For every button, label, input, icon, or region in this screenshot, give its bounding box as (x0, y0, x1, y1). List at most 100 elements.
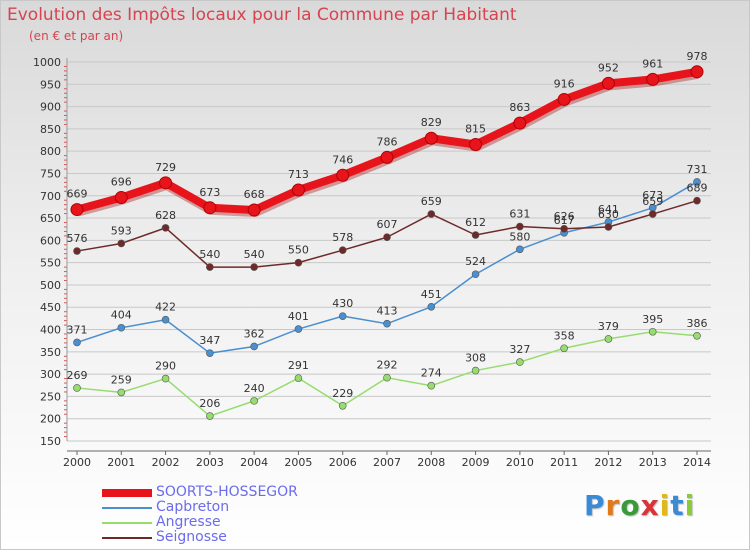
y-tick-label: 200 (40, 413, 61, 426)
data-point-capbreton (383, 319, 391, 328)
y-tick-label: 800 (40, 145, 61, 158)
x-tick-label: 2005 (284, 456, 312, 469)
data-label-seignosse: 540 (199, 248, 220, 261)
data-point-capbreton (471, 270, 480, 279)
data-label-angresse: 229 (332, 387, 353, 400)
data-label-capbreton: 401 (288, 310, 309, 323)
data-label-seignosse: 630 (598, 208, 619, 221)
x-tick-label: 2006 (329, 456, 357, 469)
data-label-seignosse: 659 (421, 195, 442, 208)
data-label-angresse: 379 (598, 320, 619, 333)
data-label-capbreton: 617 (554, 214, 575, 227)
data-label-seignosse: 626 (554, 210, 575, 223)
data-label-capbreton: 641 (598, 203, 619, 216)
data-label-seignosse: 628 (155, 209, 176, 222)
x-tick-label: 2002 (152, 456, 180, 469)
y-tick-label: 150 (40, 435, 61, 448)
data-label-soorts-hossegor: 668 (244, 188, 265, 201)
y-tick-label: 650 (40, 212, 61, 225)
x-tick-label: 2013 (639, 456, 667, 469)
data-label-angresse: 259 (111, 373, 132, 386)
x-tick-label: 2001 (107, 456, 135, 469)
y-tick-label: 900 (40, 101, 61, 114)
y-tick-label: 1000 (33, 56, 61, 69)
data-label-seignosse: 612 (465, 216, 486, 229)
data-point-soorts-hossegor (336, 168, 350, 182)
data-point-capbreton (516, 245, 524, 254)
y-tick-label: 950 (40, 78, 61, 91)
data-point-soorts-hossegor (247, 203, 261, 217)
data-label-soorts-hossegor: 696 (111, 176, 132, 189)
data-point-angresse (648, 327, 657, 336)
data-label-seignosse: 631 (509, 208, 530, 221)
data-point-seignosse (161, 224, 170, 232)
chart-subtitle: (en € et par an) (29, 29, 124, 43)
data-label-angresse: 358 (554, 329, 575, 342)
y-tick-label: 450 (40, 301, 61, 314)
data-point-capbreton (427, 302, 436, 311)
data-label-seignosse: 593 (111, 224, 132, 237)
x-tick-label: 2003 (196, 456, 224, 469)
data-label-soorts-hossegor: 961 (642, 57, 663, 70)
data-point-seignosse (338, 246, 347, 254)
data-label-seignosse: 689 (687, 182, 708, 195)
data-point-soorts-hossegor (159, 176, 173, 190)
data-point-seignosse (73, 247, 81, 255)
data-label-angresse: 395 (642, 313, 663, 326)
x-tick-label: 2008 (417, 456, 445, 469)
legend-label-angresse: Angresse (156, 514, 221, 530)
y-tick-label: 700 (40, 190, 61, 203)
data-label-soorts-hossegor: 786 (377, 135, 398, 148)
data-point-angresse (73, 384, 81, 392)
data-point-angresse (338, 401, 347, 410)
data-point-capbreton (206, 349, 214, 357)
data-label-angresse: 240 (244, 382, 265, 395)
data-point-angresse (250, 397, 258, 405)
data-point-soorts-hossegor (557, 92, 571, 106)
data-point-soorts-hossegor (424, 131, 438, 145)
x-tick-label: 2014 (683, 456, 711, 469)
x-tick-label: 2009 (462, 456, 490, 469)
y-tick-label: 400 (40, 324, 61, 337)
data-label-angresse: 269 (67, 369, 88, 382)
x-tick-label: 2000 (63, 456, 91, 469)
data-label-capbreton: 347 (199, 334, 220, 347)
data-label-capbreton: 371 (67, 323, 88, 336)
data-point-soorts-hossegor (114, 191, 128, 205)
y-tick-label: 550 (40, 257, 61, 270)
data-point-angresse (161, 374, 170, 383)
data-point-capbreton (161, 315, 170, 324)
data-point-capbreton (338, 312, 347, 320)
data-label-angresse: 274 (421, 367, 442, 380)
data-label-seignosse: 540 (244, 248, 265, 261)
data-point-soorts-hossegor (469, 137, 483, 151)
data-point-soorts-hossegor (646, 72, 660, 86)
data-point-soorts-hossegor (513, 116, 527, 130)
data-point-seignosse (117, 239, 126, 248)
data-label-seignosse: 659 (642, 195, 663, 208)
data-label-capbreton: 580 (509, 230, 530, 243)
data-point-seignosse (604, 223, 613, 231)
data-label-seignosse: 578 (332, 231, 353, 244)
data-label-angresse: 327 (509, 343, 530, 356)
x-tick-label: 2010 (506, 456, 534, 469)
data-label-soorts-hossegor: 673 (199, 186, 220, 199)
data-label-capbreton: 413 (377, 305, 398, 318)
data-point-angresse (117, 388, 126, 397)
data-point-angresse (516, 358, 524, 366)
data-point-seignosse (383, 233, 391, 242)
data-point-capbreton (294, 325, 303, 333)
data-label-capbreton: 362 (244, 327, 265, 340)
data-label-soorts-hossegor: 829 (421, 116, 442, 129)
data-point-seignosse (560, 224, 568, 233)
x-tick-label: 2011 (550, 456, 578, 469)
y-tick-label: 300 (40, 368, 61, 381)
data-label-soorts-hossegor: 978 (687, 50, 708, 63)
chart-title: Evolution des Impôts locaux pour la Comm… (7, 5, 517, 25)
data-label-angresse: 308 (465, 352, 486, 365)
data-point-soorts-hossegor (380, 150, 394, 164)
data-label-soorts-hossegor: 729 (155, 161, 176, 174)
data-label-angresse: 292 (377, 359, 398, 372)
